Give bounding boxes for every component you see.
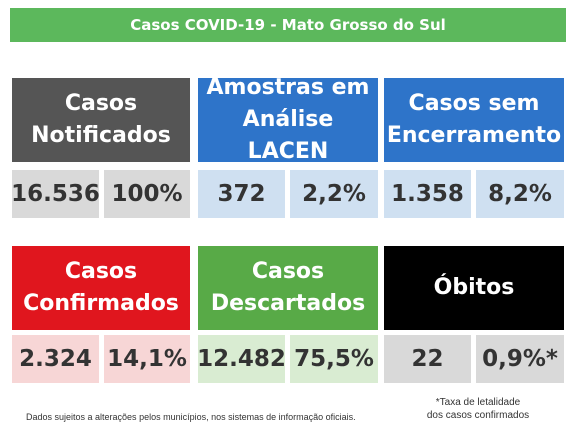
page-title: Casos COVID-19 - Mato Grosso do Sul: [130, 16, 446, 34]
percent-text: 2,2%: [302, 181, 366, 207]
lethality-note: *Taxa de letalidade dos casos confirmado…: [398, 396, 558, 422]
header-label: Casos Descartados: [210, 259, 366, 316]
header-obitos: Óbitos: [384, 246, 564, 330]
disclaimer-note: Dados sujeitos a alterações pelos municí…: [26, 412, 356, 422]
percent-text: 8,2%: [488, 181, 552, 207]
percent-text: 100%: [111, 181, 183, 207]
header-casos-sem-encerramento: Casos sem Encerramento: [384, 78, 564, 162]
header-label: Casos sem Encerramento: [386, 91, 562, 148]
percent-text: 0,9%*: [482, 346, 558, 372]
percent-text: 14,1%: [107, 346, 187, 372]
header-casos-notificados: Casos Notificados: [12, 78, 190, 162]
value-text: 1.358: [391, 181, 464, 207]
value-text: 22: [411, 346, 444, 372]
header-amostras-lacen: Amostras em Análise LACEN: [198, 75, 378, 164]
value-amostras-lacen: 372: [198, 170, 285, 218]
header-label: Casos Notificados: [31, 91, 171, 148]
header-label: Amostras em Análise LACEN: [206, 75, 370, 164]
value-casos-descartados: 12.482: [197, 335, 286, 383]
page-title-banner: Casos COVID-19 - Mato Grosso do Sul: [10, 8, 566, 42]
percent-casos-descartados: 75,5%: [290, 335, 378, 383]
value-text: 16.536: [11, 181, 100, 207]
percent-text: 75,5%: [294, 346, 374, 372]
value-casos-sem-encerramento: 1.358: [384, 170, 471, 218]
header-label: Óbitos: [433, 275, 515, 300]
lethality-note-line1: *Taxa de letalidade: [435, 397, 521, 408]
percent-casos-sem-encerramento: 8,2%: [476, 170, 564, 218]
percent-amostras-lacen: 2,2%: [290, 170, 378, 218]
percent-casos-notificados: 100%: [104, 170, 190, 218]
value-casos-notificados: 16.536: [11, 170, 100, 218]
percent-casos-confirmados: 14,1%: [104, 335, 190, 383]
lethality-note-line2: dos casos confirmados: [426, 410, 530, 421]
value-text: 12.482: [197, 346, 286, 372]
value-text: 2.324: [19, 346, 92, 372]
header-casos-confirmados: Casos Confirmados: [12, 246, 190, 330]
value-obitos: 22: [384, 335, 471, 383]
value-text: 372: [217, 181, 266, 207]
value-casos-confirmados: 2.324: [12, 335, 99, 383]
percent-obitos: 0,9%*: [476, 335, 564, 383]
header-casos-descartados: Casos Descartados: [198, 246, 378, 330]
header-label: Casos Confirmados: [23, 259, 179, 316]
